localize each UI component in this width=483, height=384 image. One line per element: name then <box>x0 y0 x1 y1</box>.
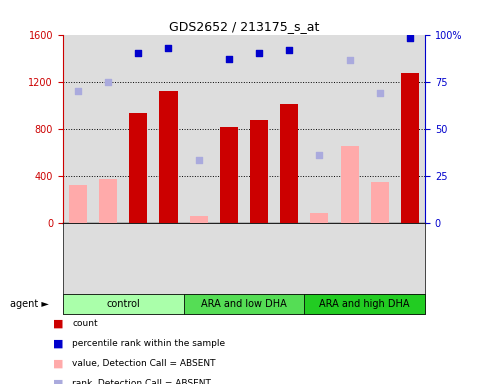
Bar <box>341 146 358 223</box>
Bar <box>371 182 389 223</box>
Text: ■: ■ <box>53 378 64 384</box>
Bar <box>189 216 208 223</box>
Point <box>255 50 263 56</box>
Point <box>195 157 202 164</box>
Text: ■: ■ <box>53 358 64 368</box>
Point <box>104 79 112 85</box>
Bar <box>159 91 178 223</box>
Point <box>315 151 323 157</box>
Text: value, Detection Call = ABSENT: value, Detection Call = ABSENT <box>72 359 216 368</box>
Text: ARA and high DHA: ARA and high DHA <box>319 299 410 309</box>
Point <box>225 56 233 62</box>
Bar <box>69 185 87 223</box>
Text: rank, Detection Call = ABSENT: rank, Detection Call = ABSENT <box>72 379 212 384</box>
Text: percentile rank within the sample: percentile rank within the sample <box>72 339 226 348</box>
Bar <box>311 214 328 223</box>
Point <box>134 50 142 56</box>
Text: ■: ■ <box>53 318 64 328</box>
Bar <box>129 113 147 223</box>
Bar <box>99 179 117 223</box>
Point <box>165 45 172 51</box>
Point <box>285 46 293 53</box>
Bar <box>280 104 298 223</box>
Point <box>406 35 414 41</box>
Point <box>346 57 354 63</box>
Text: ■: ■ <box>53 338 64 348</box>
Text: count: count <box>72 319 98 328</box>
Text: ARA and low DHA: ARA and low DHA <box>201 299 287 309</box>
Point <box>74 88 82 94</box>
Bar <box>401 73 419 223</box>
Text: agent ►: agent ► <box>10 299 48 309</box>
Bar <box>250 121 268 223</box>
Title: GDS2652 / 213175_s_at: GDS2652 / 213175_s_at <box>169 20 319 33</box>
Point <box>376 90 384 96</box>
Bar <box>220 127 238 223</box>
Text: control: control <box>106 299 140 309</box>
